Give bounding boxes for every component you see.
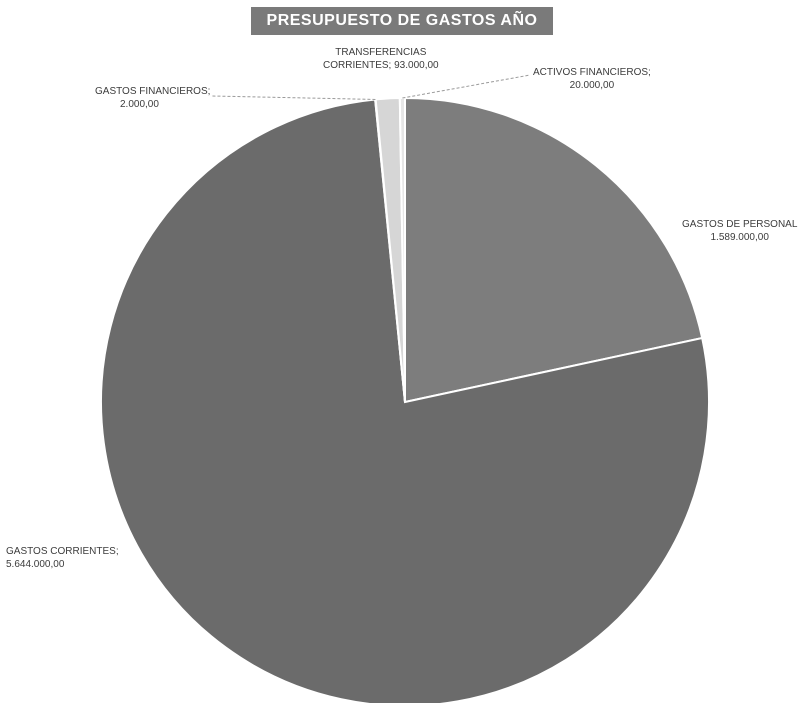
chart-title-background [251,7,553,35]
leader-line-activos-financieros [402,74,531,99]
leader-line-gastos-financieros [211,95,376,100]
chart-title: PRESUPUESTO DE GASTOS AÑO 2020 [266,12,538,57]
data-label-transferencias-corrientes: TRANSFERENCIAS CORRIENTES; 93.000,00 [323,47,439,71]
data-label-gastos-financieros: GASTOS FINANCIEROS; 2.000,00 [95,86,211,110]
pie-slice-gastos-de-personal [404,96,704,404]
pie-slice-gastos-corrientes [100,98,710,703]
data-label-activos-financieros: ACTIVOS FINANCIEROS; 20.000,00 [533,67,651,91]
data-label-gastos-corrientes: GASTOS CORRIENTES; 5.644.000,00 [6,546,119,570]
data-label-gastos-de-personal: GASTOS DE PERSONAL 1.589.000,00 [682,219,798,243]
